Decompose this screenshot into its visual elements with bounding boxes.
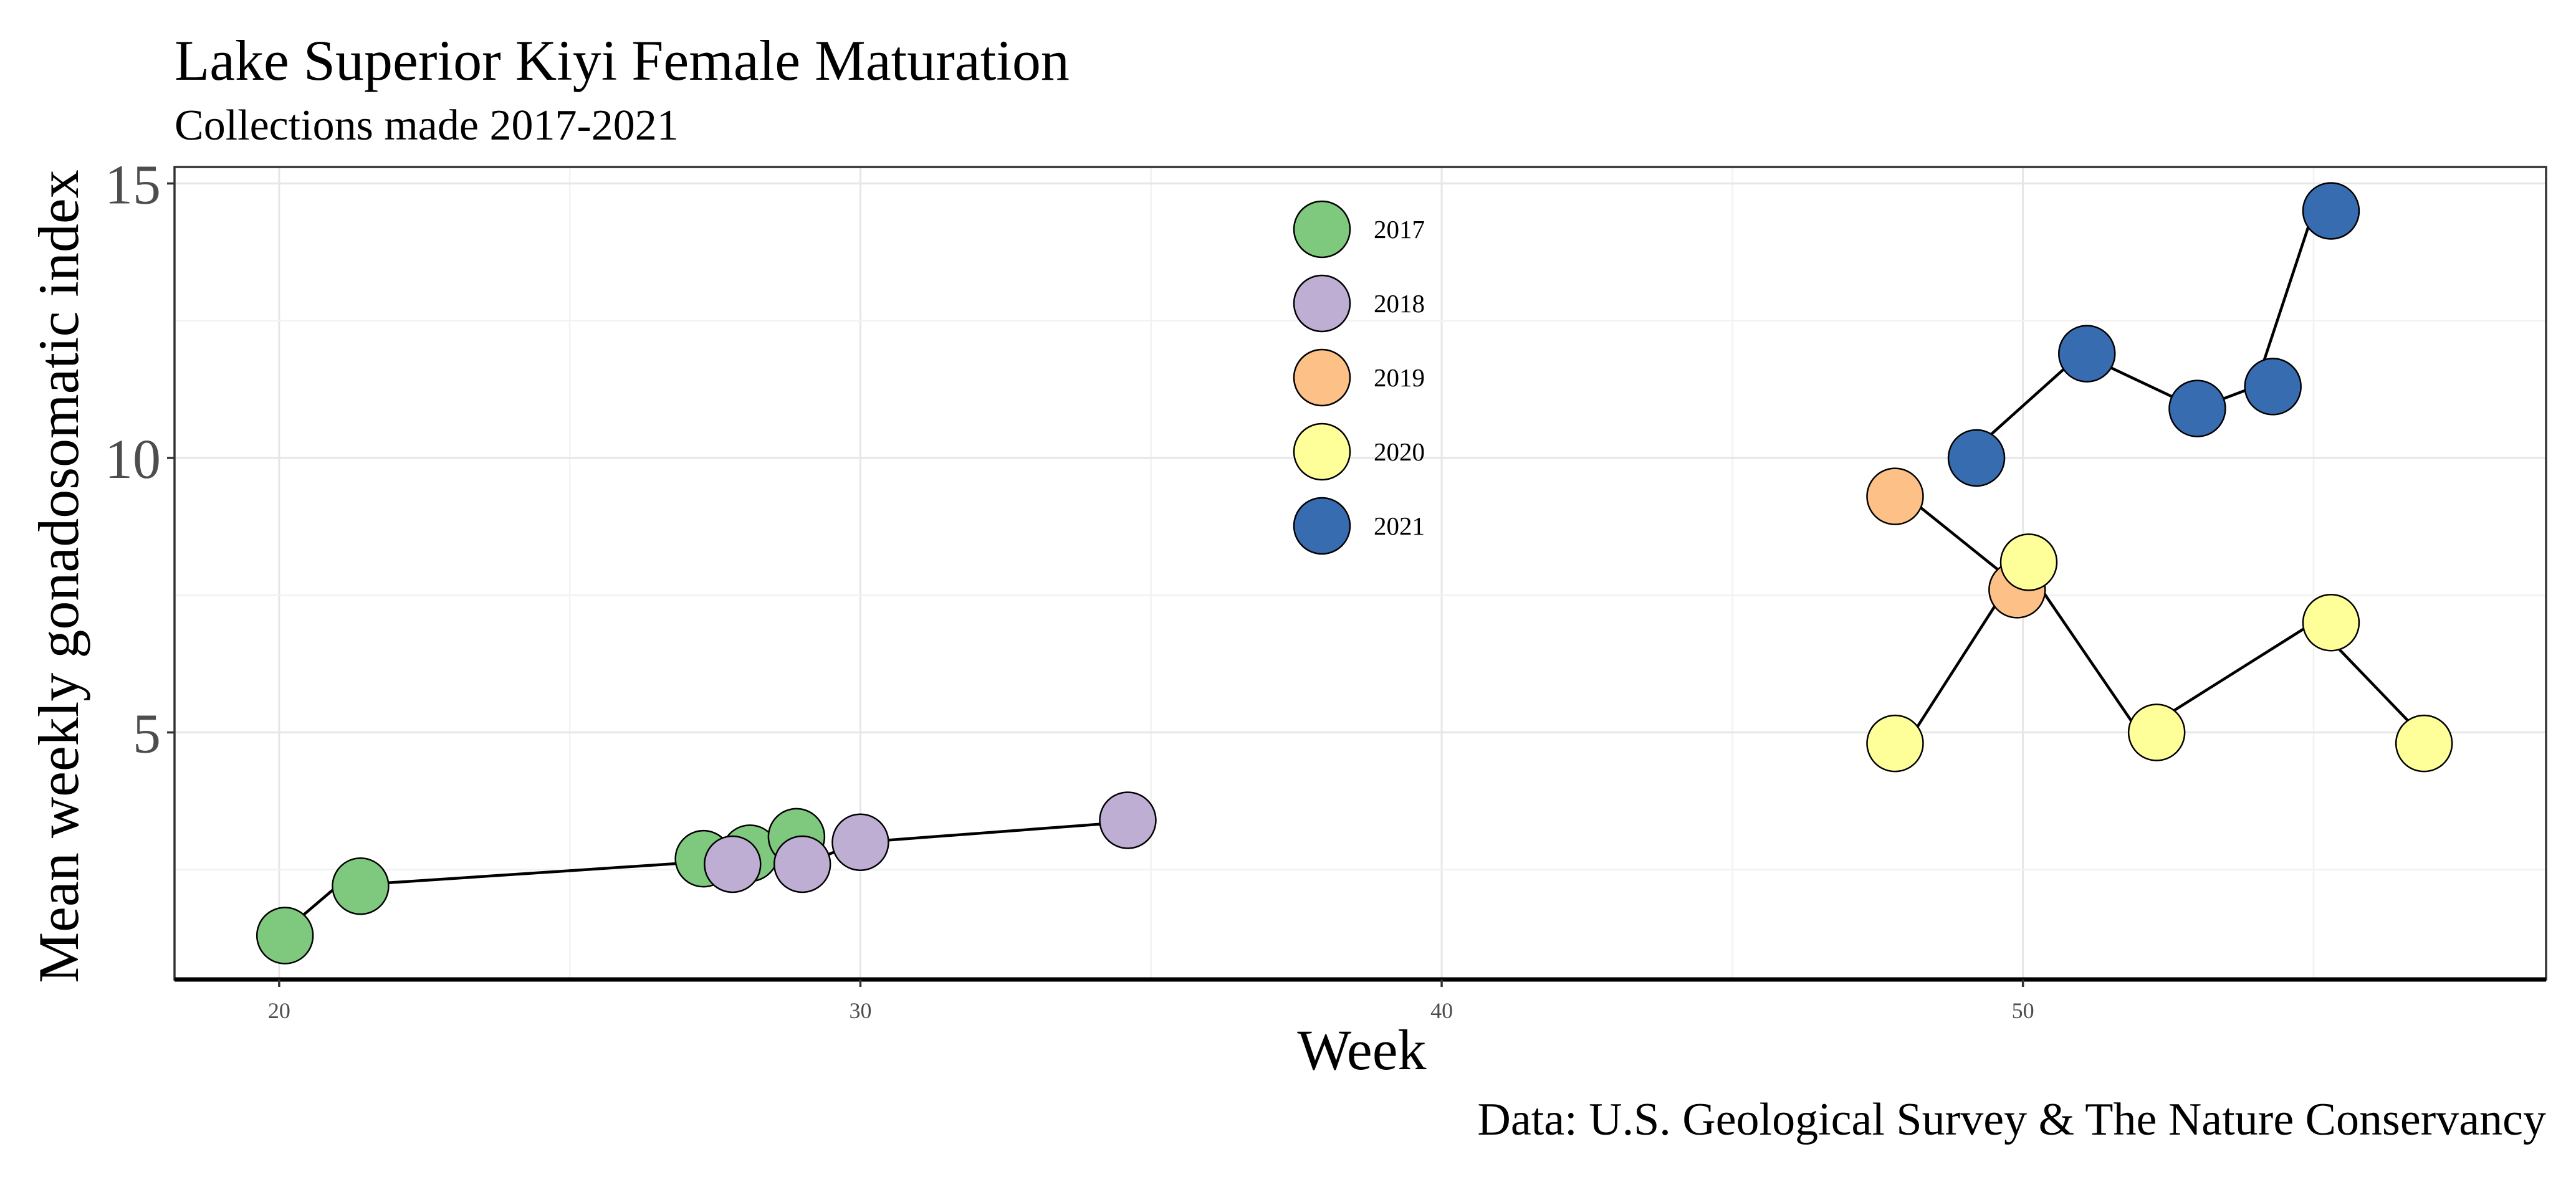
x-tick-label: 50	[2012, 998, 2034, 1023]
data-point-2020	[1866, 714, 1924, 773]
legend-key-2019	[1293, 348, 1351, 407]
data-point-2020	[1999, 533, 2058, 591]
y-axis-title: Mean weekly gonadosomatic index	[27, 169, 90, 983]
data-point-2020	[2127, 703, 2186, 761]
data-point-2021	[2057, 325, 2116, 383]
x-tick-label: 40	[1430, 998, 1453, 1023]
data-point-2018	[773, 835, 831, 893]
legend-key-2020	[1293, 422, 1351, 481]
x-axis-title: Week	[1297, 1018, 1426, 1082]
y-tick-label: 5	[133, 703, 161, 765]
x-tick-label: 20	[268, 998, 290, 1023]
legend-label: 2019	[1374, 363, 1425, 392]
series-lines	[278, 210, 2431, 937]
legend-label: 2020	[1374, 437, 1425, 466]
panel-border	[173, 166, 2547, 981]
legend-label: 2017	[1374, 215, 1425, 244]
axis-ticks: 20 30 40 50 5 10 15	[105, 154, 2034, 1023]
data-point-2018	[831, 813, 889, 871]
data-point-2019	[1866, 467, 1924, 525]
chart-title: Lake Superior Kiyi Female Maturation	[175, 29, 1070, 92]
legend: 2017 2018 2019 2020 2021	[1293, 200, 1425, 555]
data-point-2021	[2302, 182, 2360, 240]
data-point-2021	[2244, 358, 2302, 416]
data-point-2017	[256, 907, 314, 965]
data-point-2017	[332, 857, 390, 915]
legend-label: 2018	[1374, 289, 1425, 318]
data-points	[256, 182, 2453, 965]
y-tick-label: 10	[105, 429, 161, 490]
legend-key-2021	[1293, 497, 1351, 555]
data-point-2021	[2168, 379, 2226, 437]
data-point-2020	[2302, 594, 2360, 652]
series-line-2021	[1963, 210, 2315, 459]
grid	[175, 167, 2546, 979]
chart-subtitle: Collections made 2017-2021	[175, 102, 679, 150]
legend-key-2018	[1293, 274, 1351, 333]
x-tick-label: 30	[849, 998, 871, 1023]
data-point-2020	[2395, 714, 2453, 773]
data-point-2018	[1099, 791, 1157, 849]
legend-label: 2021	[1374, 512, 1425, 540]
data-point-2021	[1947, 429, 2006, 487]
data-point-2018	[704, 835, 762, 893]
chart-caption: Data: U.S. Geological Survey & The Natur…	[1477, 1094, 2546, 1145]
y-tick-label: 15	[105, 154, 161, 216]
legend-key-2017	[1293, 200, 1351, 259]
